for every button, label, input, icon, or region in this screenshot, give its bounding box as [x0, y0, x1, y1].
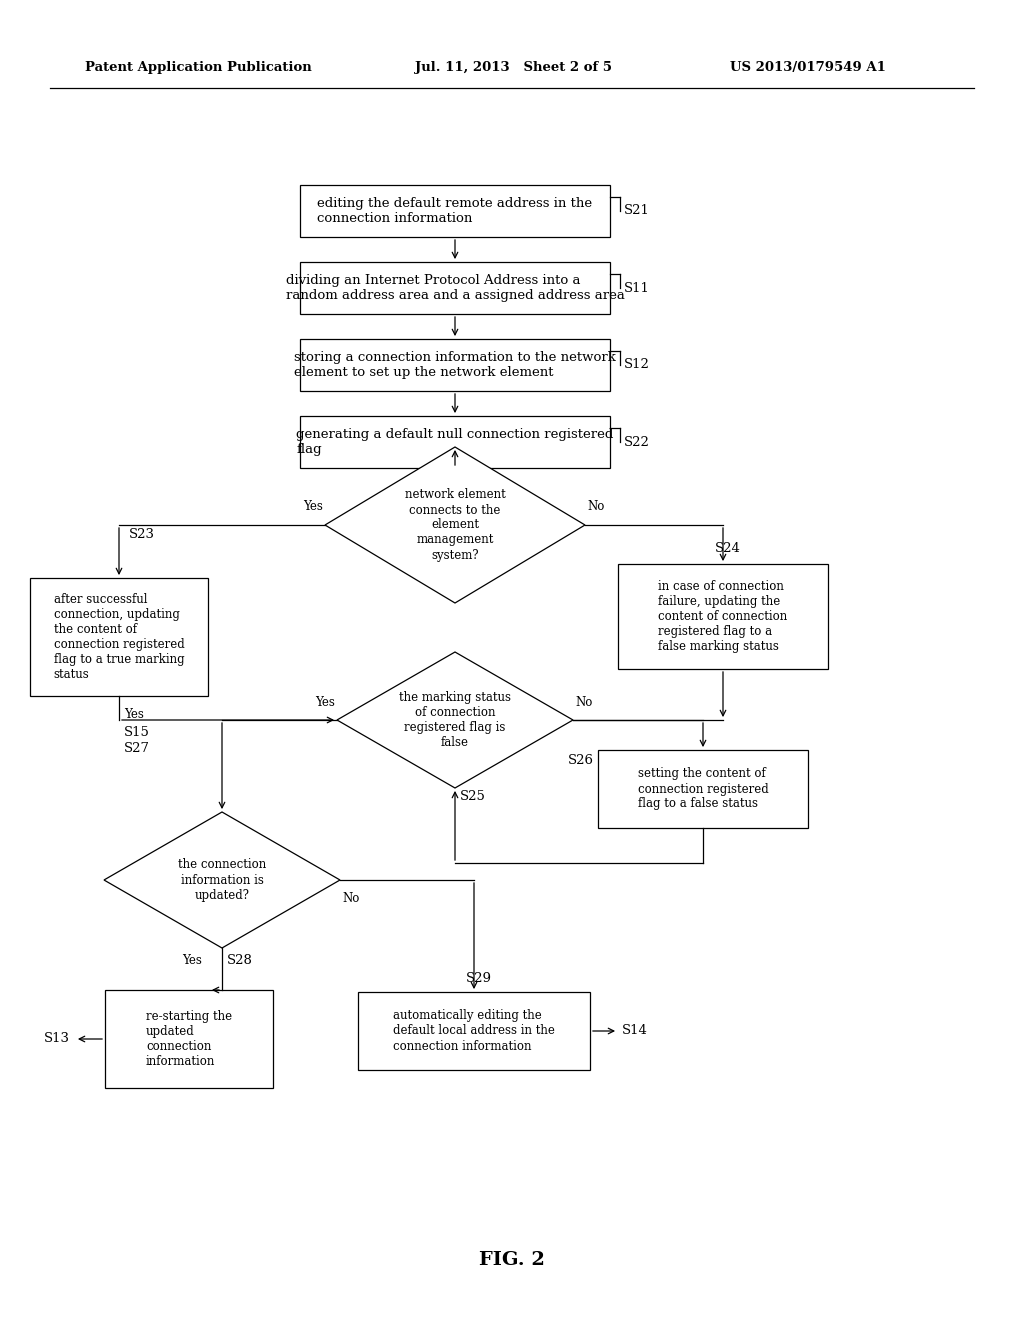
Bar — [358, 993, 590, 1071]
Text: S23: S23 — [129, 528, 155, 541]
Text: setting the content of
connection registered
flag to a false status: setting the content of connection regist… — [638, 767, 768, 810]
Text: automatically editing the
default local address in the
connection information: automatically editing the default local … — [393, 1010, 555, 1052]
Text: Yes: Yes — [315, 696, 335, 709]
Text: S22: S22 — [624, 436, 650, 449]
Bar — [618, 564, 828, 669]
Text: Jul. 11, 2013   Sheet 2 of 5: Jul. 11, 2013 Sheet 2 of 5 — [415, 62, 612, 74]
Polygon shape — [337, 652, 573, 788]
Text: S11: S11 — [624, 281, 650, 294]
Text: S29: S29 — [466, 972, 492, 985]
Text: Patent Application Publication: Patent Application Publication — [85, 62, 311, 74]
Bar — [598, 750, 808, 828]
Text: S14: S14 — [622, 1024, 648, 1038]
Text: FIG. 2: FIG. 2 — [479, 1251, 545, 1269]
Text: S28: S28 — [227, 953, 253, 966]
Text: No: No — [587, 500, 604, 513]
Text: Yes: Yes — [303, 500, 323, 513]
Text: Yes: Yes — [124, 708, 144, 721]
Text: storing a connection information to the network
element to set up the network el: storing a connection information to the … — [294, 351, 616, 379]
Text: re-starting the
updated
connection
information: re-starting the updated connection infor… — [146, 1010, 232, 1068]
Text: S15: S15 — [124, 726, 150, 738]
Text: S25: S25 — [460, 789, 485, 803]
Text: S27: S27 — [124, 742, 150, 755]
Bar — [300, 261, 610, 314]
Text: Yes: Yes — [182, 953, 202, 966]
Text: network element
connects to the
element
management
system?: network element connects to the element … — [404, 488, 506, 561]
Bar — [30, 578, 208, 696]
Text: S13: S13 — [44, 1032, 70, 1045]
Text: in case of connection
failure, updating the
content of connection
registered fla: in case of connection failure, updating … — [658, 579, 787, 653]
Bar — [105, 990, 273, 1088]
Bar — [300, 416, 610, 469]
Text: No: No — [342, 891, 359, 904]
Text: S24: S24 — [715, 541, 741, 554]
Text: dividing an Internet Protocol Address into a
random address area and a assigned : dividing an Internet Protocol Address in… — [286, 275, 625, 302]
Text: US 2013/0179549 A1: US 2013/0179549 A1 — [730, 62, 886, 74]
Bar — [300, 185, 610, 238]
Text: generating a default null connection registered
flag: generating a default null connection reg… — [296, 428, 613, 455]
Text: S21: S21 — [624, 205, 650, 218]
Text: editing the default remote address in the
connection information: editing the default remote address in th… — [317, 197, 593, 224]
Text: the marking status
of connection
registered flag is
false: the marking status of connection registe… — [399, 690, 511, 748]
Text: after successful
connection, updating
the content of
connection registered
flag : after successful connection, updating th… — [53, 593, 184, 681]
Bar — [300, 339, 610, 391]
Polygon shape — [325, 447, 585, 603]
Text: No: No — [575, 696, 592, 709]
Text: S26: S26 — [568, 754, 594, 767]
Text: the connection
information is
updated?: the connection information is updated? — [178, 858, 266, 902]
Text: S12: S12 — [624, 359, 650, 371]
Polygon shape — [104, 812, 340, 948]
